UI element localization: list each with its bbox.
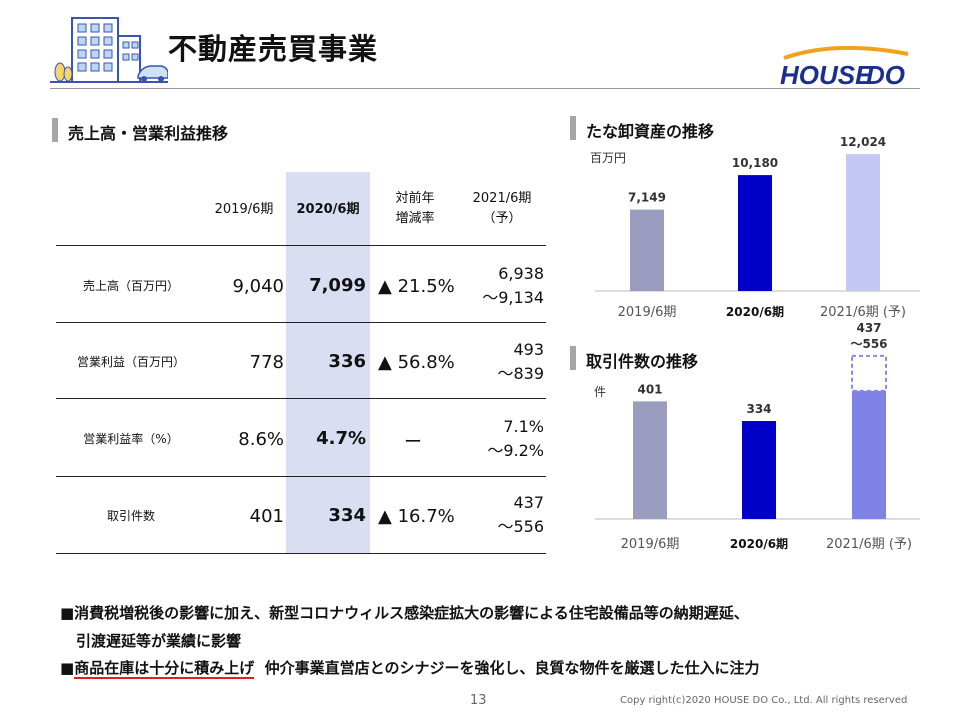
transactions-change: ▲ 16.7%: [378, 506, 455, 527]
section-marker: [52, 118, 58, 142]
svg-text:HOUSE: HOUSE: [780, 60, 873, 90]
margin-2021-high: ～9.2%: [487, 441, 544, 460]
building-illustration: [50, 17, 168, 83]
transactions-2020: 334: [328, 505, 366, 526]
col-header-2019: 2019/6期: [214, 202, 274, 217]
bar-value-label: 401: [637, 382, 662, 396]
sales-change: ▲ 21.5%: [378, 276, 455, 297]
x-tick-label: 2019/6期: [618, 305, 677, 320]
row-label-profit-margin: 営業利益率（%）: [83, 432, 179, 446]
bar-value-label: 437: [856, 321, 881, 335]
range-label: ～556: [850, 337, 887, 351]
sales-2019: 9,040: [232, 276, 284, 297]
bullet-2-rest: 仲介事業直営店とのシナジーを強化し、良質な物件を厳選した仕入に注力: [264, 659, 760, 677]
bar-value-label: 7,149: [628, 191, 666, 205]
housedo-logo: HOUSE DO: [780, 45, 909, 90]
profit-2019: 778: [249, 352, 284, 373]
table-rule: [56, 398, 546, 399]
sales-2020: 7,099: [309, 275, 366, 296]
section-marker: [570, 346, 576, 370]
margin-2021-low: 7.1%: [503, 417, 544, 436]
row-label-operating-profit: 営業利益（百万円）: [76, 355, 185, 369]
profit-2021-low: 493: [513, 340, 544, 359]
bullet-2: ■商品在庫は十分に積み上げ 仲介事業直営店とのシナジーを強化し、良質な物件を厳選…: [60, 657, 760, 679]
transactions-chart-title: 取引件数の推移: [586, 352, 699, 371]
left-section-title: 売上高・営業利益推移: [68, 124, 229, 143]
bar-value-label: 10,180: [732, 156, 778, 170]
transactions-2021-low: 437: [513, 493, 544, 512]
section-marker: [570, 116, 576, 140]
profit-2020: 336: [328, 351, 366, 372]
col-header-2021-1: 2021/6期: [472, 191, 532, 206]
table-rule: [56, 476, 546, 477]
x-tick-label: 2020/6期: [730, 536, 788, 551]
transactions-chart: 401 2019/6期 334 2020/6期 437 ～556 2021/6期 (予): [595, 321, 920, 552]
col-header-change-2: 増減率: [395, 211, 435, 226]
page-number: 13: [470, 693, 487, 708]
transactions-2019: 401: [249, 506, 284, 527]
bar: [846, 154, 880, 291]
inventory-chart-title: たな卸資産の推移: [586, 122, 715, 141]
profit-change: ▲ 56.8%: [378, 352, 455, 373]
margin-2020: 4.7%: [316, 428, 366, 449]
row-label-sales: 売上高（百万円）: [82, 279, 179, 293]
transactions-2021-high: ～556: [497, 517, 544, 536]
transactions-unit: 件: [594, 385, 607, 399]
bullet-2-highlight: 商品在庫は十分に積み上げ: [74, 659, 255, 679]
bullet-1-line-2: 引渡遅延等が業績に影響: [76, 632, 242, 650]
bullet-2-mark: ■: [60, 659, 75, 677]
table-rule: [56, 553, 546, 554]
copyright: Copy right(c)2020 HOUSE DO Co., Ltd. All…: [620, 695, 908, 706]
table-rule: [56, 245, 546, 246]
x-tick-label: 2021/6期 (予): [826, 537, 912, 552]
x-tick-label: 2020/6期: [726, 304, 784, 319]
bar-value-label: 334: [746, 402, 771, 416]
margin-change: ー: [404, 432, 422, 453]
forecast-range-box: [851, 354, 887, 392]
sales-2021-low: 6,938: [498, 264, 544, 283]
inventory-unit: 百万円: [590, 151, 627, 165]
bullet-1-line-1: ■消費税増税後の影響に加え、新型コロナウィルス感染症拡大の影響による住宅設備品等…: [60, 604, 749, 622]
x-tick-label: 2019/6期: [621, 537, 680, 552]
bar-value-label: 12,024: [840, 135, 886, 149]
row-label-transactions: 取引件数: [106, 509, 155, 523]
sales-2021-high: ～9,134: [482, 288, 544, 307]
col-header-2020: 2020/6期: [296, 202, 360, 217]
svg-text:DO: DO: [866, 60, 905, 90]
page-title: 不動産売買事業: [168, 32, 379, 66]
margin-2019: 8.6%: [238, 429, 284, 450]
col-header-2021-2: （予）: [482, 211, 522, 226]
bar: [742, 421, 776, 519]
table-rule: [56, 322, 546, 323]
highlight-column-2020: [286, 172, 370, 553]
x-tick-label: 2021/6期 (予): [820, 305, 906, 320]
profit-2021-high: ～839: [497, 364, 544, 383]
header-divider: [50, 88, 920, 89]
col-header-change-1: 対前年: [395, 191, 435, 206]
bar: [852, 390, 886, 519]
inventory-chart: 7,149 2019/6期 10,180 2020/6期 12,024 2021/6期 (…: [595, 135, 920, 320]
bar: [633, 401, 667, 519]
bar: [630, 209, 664, 291]
bar: [738, 175, 772, 291]
